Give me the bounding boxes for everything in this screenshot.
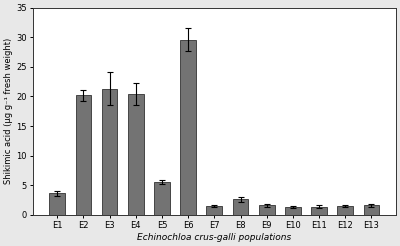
Bar (206, 206, 222, 215)
X-axis label: Echinochloa crus-galli populations: Echinochloa crus-galli populations (137, 233, 292, 242)
Bar (154, 182, 170, 215)
Bar (102, 89, 118, 215)
Y-axis label: Shikimic acid (μg g⁻¹ fresh weight): Shikimic acid (μg g⁻¹ fresh weight) (4, 38, 13, 184)
Bar (259, 205, 274, 215)
Bar (285, 207, 301, 215)
Bar (311, 207, 327, 215)
Bar (233, 200, 248, 215)
Bar (180, 40, 196, 215)
Bar (49, 194, 65, 215)
Bar (364, 205, 379, 215)
Bar (128, 94, 144, 215)
Bar (338, 206, 353, 215)
Bar (76, 95, 91, 215)
